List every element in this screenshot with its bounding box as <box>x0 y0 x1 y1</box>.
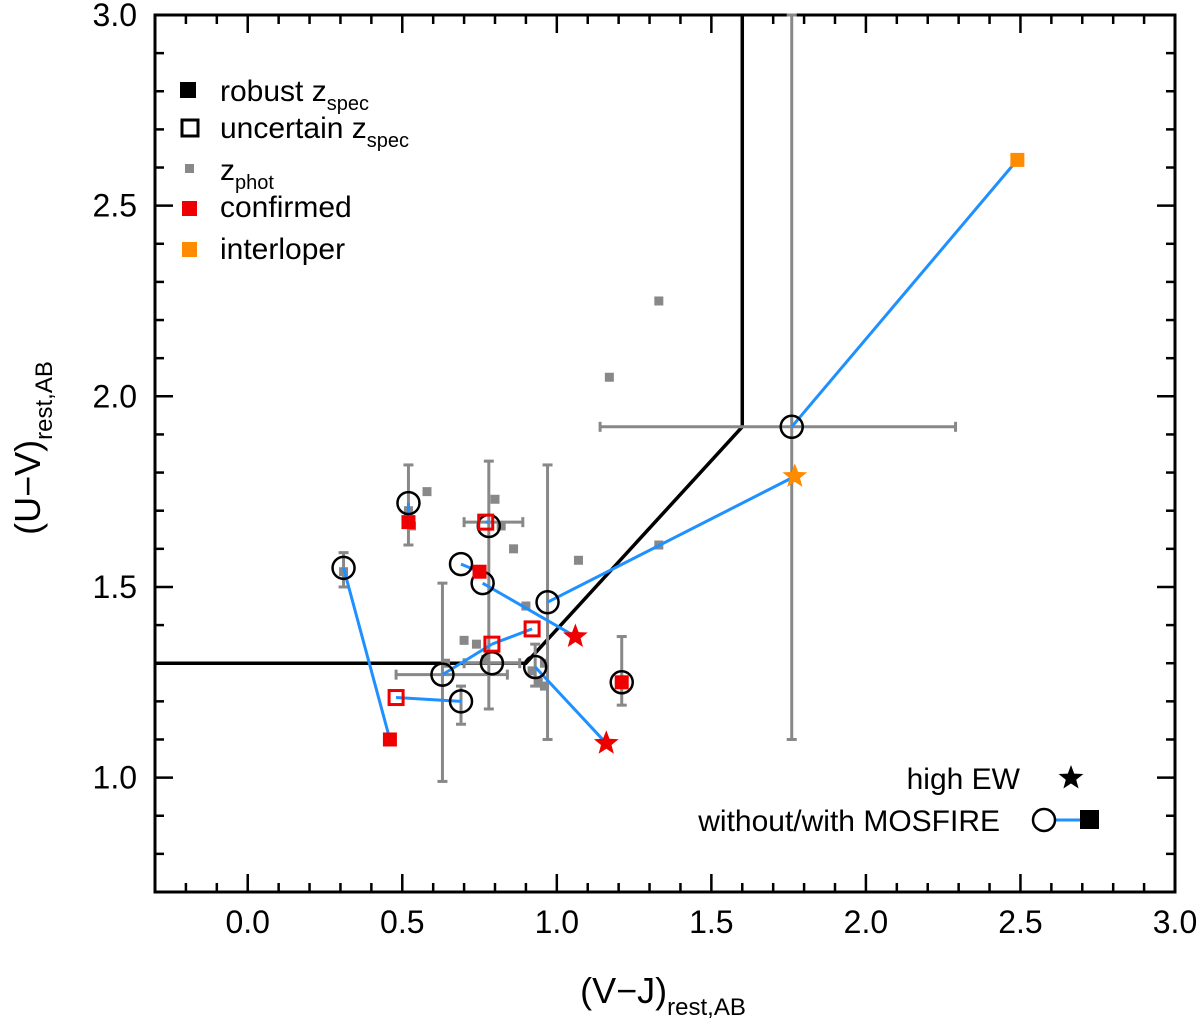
zphot-point <box>533 677 543 687</box>
mosfire-link <box>546 475 796 604</box>
zphot-point <box>496 521 506 531</box>
mosfire-link <box>790 158 1019 428</box>
x-tick-label: 0.0 <box>225 904 269 940</box>
circle-marker <box>522 654 548 680</box>
y-tick-label: 2.0 <box>93 378 137 414</box>
star-marker <box>563 623 588 647</box>
filled-square-marker <box>401 515 416 530</box>
zphot-point <box>604 372 614 382</box>
open-square-marker <box>523 620 541 638</box>
filled-square-marker <box>614 675 629 690</box>
legend: robust zspec uncertain zspec zphot confi… <box>180 75 1099 838</box>
legend-symbol-square <box>1080 810 1099 829</box>
plot-frame <box>153 13 1177 894</box>
y-tick-label: 1.0 <box>93 760 137 796</box>
filled-square-marker <box>1010 152 1025 167</box>
mosfire-link <box>481 581 577 638</box>
star-marker <box>782 463 808 487</box>
zphot-points <box>339 296 664 691</box>
circle-marker <box>448 551 474 577</box>
circle-marker <box>535 589 560 615</box>
legend-symbols <box>180 82 1099 833</box>
circle-marker <box>331 555 356 581</box>
x-tick-label: 3.0 <box>1153 904 1197 940</box>
zphot-point <box>521 601 531 611</box>
circle-marker <box>448 689 474 714</box>
legend-label-zphot: zphot <box>220 154 274 194</box>
legend-note-high-ew: high EW <box>907 763 1021 796</box>
legend-symbol-high-ew <box>1058 765 1084 789</box>
star-marker <box>593 730 619 754</box>
zphot-point <box>654 296 664 306</box>
zphot-point <box>490 494 500 504</box>
legend-symbol-robust <box>180 82 196 98</box>
mosfire-links <box>342 158 1019 745</box>
open-square-marker <box>387 689 405 707</box>
legend-symbol-zphot <box>185 164 194 173</box>
error-bars <box>338 13 958 783</box>
open-square-marker <box>483 635 501 653</box>
legend-symbol-uncertain <box>180 118 200 138</box>
zphot-point <box>509 544 519 554</box>
x-tick-label: 2.5 <box>998 904 1042 940</box>
zphot-point <box>422 487 432 497</box>
plot-border <box>153 13 1177 894</box>
legend-note-mosfire: without/with MOSFIRE <box>697 805 1000 838</box>
legend-label-uncertain: uncertain zspec <box>220 112 409 152</box>
legend-label-robust: robust zspec <box>220 75 369 115</box>
mosfire-link <box>342 567 392 740</box>
legend-label-interloper: interloper <box>220 233 345 266</box>
legend-symbol-confirmed <box>182 201 197 216</box>
x-tick-label: 1.0 <box>535 904 579 940</box>
zphot-point <box>527 666 537 676</box>
x-axis-label: (V−J)rest,AB <box>580 970 746 1021</box>
boundary-line <box>155 15 745 665</box>
circle-marker <box>430 662 455 687</box>
circle-marker <box>396 490 421 516</box>
mosfire-link <box>534 666 608 745</box>
y-tick-label: 3.0 <box>93 0 137 33</box>
selection-boundary <box>155 15 745 665</box>
x-tick-label: 2.0 <box>844 904 888 940</box>
legend-symbol-circle <box>1031 807 1057 833</box>
x-tick-label: 0.5 <box>380 904 424 940</box>
zphot-point <box>471 639 481 649</box>
y-axis-label: (U−V)rest,AB <box>7 361 58 535</box>
zphot-point <box>481 654 491 664</box>
filled-square-marker <box>382 732 397 747</box>
circle-marker <box>779 414 804 440</box>
open-square-marker <box>477 513 495 531</box>
legend-label-confirmed: confirmed <box>220 191 352 224</box>
zphot-point <box>539 681 549 691</box>
filled-square-marker <box>472 564 487 579</box>
x-tick-label: 1.5 <box>689 904 733 940</box>
axis-ticks <box>153 13 1177 894</box>
y-tick-label: 1.5 <box>93 569 137 605</box>
y-tick-label: 2.5 <box>93 188 137 224</box>
tick-labels: 0.0 0.5 1.0 1.5 2.0 2.5 3.0 1.0 1.5 2.0 2.5 3.0 <box>93 0 1198 940</box>
data-markers <box>331 152 1025 754</box>
legend-symbol-interloper <box>182 242 197 257</box>
zphot-point <box>459 635 469 645</box>
circle-marker <box>609 670 634 695</box>
zphot-point <box>573 555 583 565</box>
